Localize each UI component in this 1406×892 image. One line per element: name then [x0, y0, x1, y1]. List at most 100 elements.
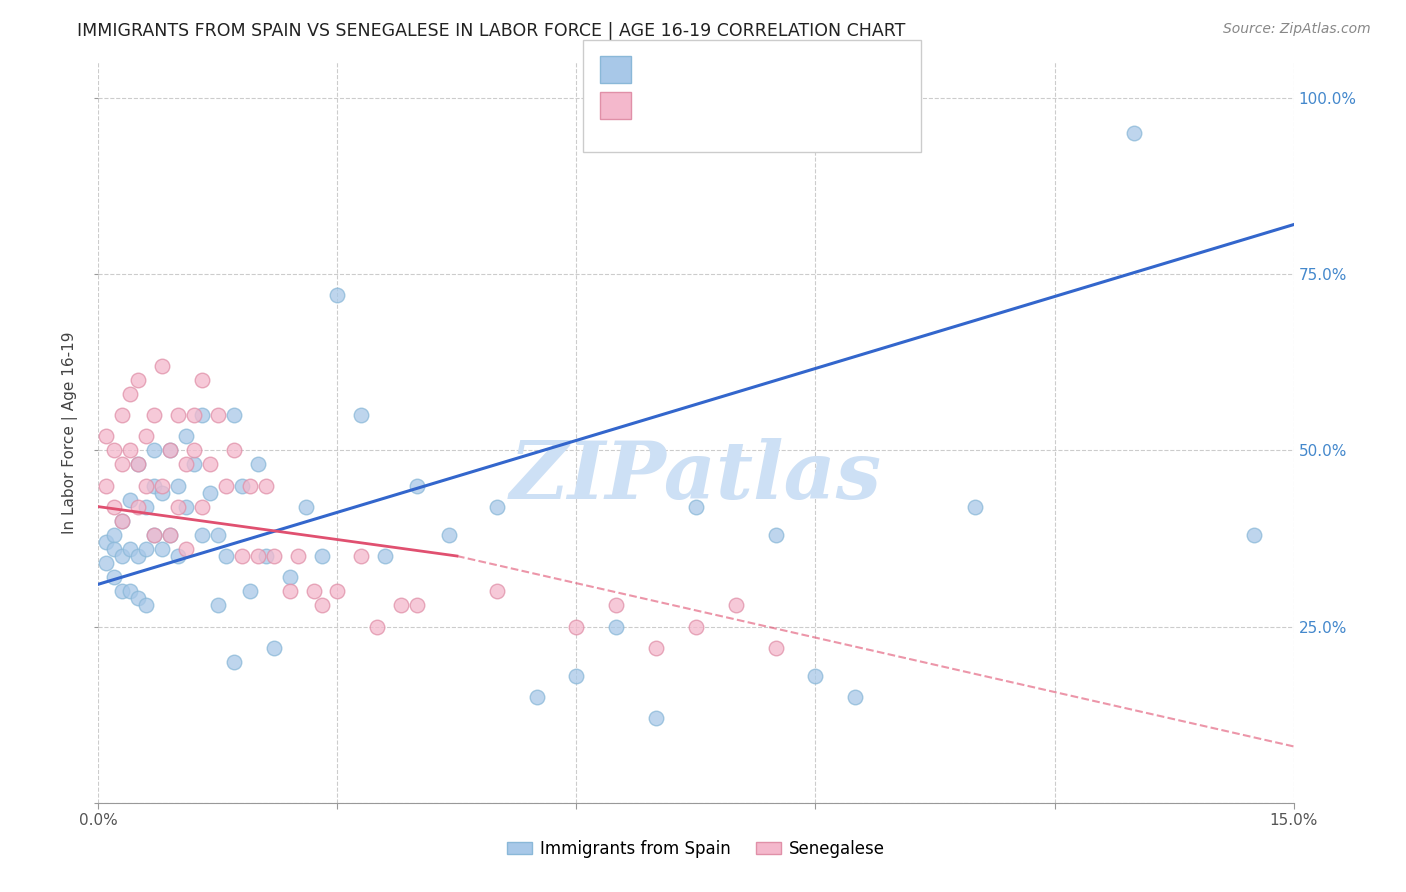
Point: [143, 528, 166, 542]
Point: [215, 478, 238, 492]
Point: [246, 549, 269, 563]
Point: [685, 500, 707, 514]
Point: [437, 528, 460, 542]
Point: [111, 458, 134, 472]
Point: [143, 528, 166, 542]
Point: [605, 619, 627, 633]
Point: [198, 485, 221, 500]
Point: [565, 619, 588, 633]
Point: [963, 500, 986, 514]
Point: [120, 443, 142, 458]
Point: [150, 541, 173, 556]
Point: [183, 458, 205, 472]
Point: [120, 541, 142, 556]
Point: [263, 640, 285, 655]
Point: [143, 478, 166, 492]
Point: [191, 408, 214, 422]
Point: [159, 528, 181, 542]
Point: [159, 443, 181, 458]
Point: [222, 655, 245, 669]
Point: [150, 485, 173, 500]
Point: [167, 478, 190, 492]
Point: [207, 599, 229, 613]
Point: [150, 359, 173, 373]
Point: [326, 584, 349, 599]
Point: [326, 288, 349, 302]
Point: [231, 478, 253, 492]
Point: [350, 549, 373, 563]
Point: [96, 535, 118, 549]
Point: [174, 541, 197, 556]
Point: [215, 549, 238, 563]
Point: [120, 387, 142, 401]
Point: [406, 599, 429, 613]
Point: [135, 500, 157, 514]
Point: [103, 500, 125, 514]
Point: [207, 528, 229, 542]
Text: Source: ZipAtlas.com: Source: ZipAtlas.com: [1223, 22, 1371, 37]
Point: [191, 500, 214, 514]
Point: [239, 584, 262, 599]
Point: [406, 478, 429, 492]
Point: [127, 458, 149, 472]
Point: [127, 591, 149, 606]
Point: [111, 514, 134, 528]
Point: [103, 570, 125, 584]
Point: [96, 478, 118, 492]
Point: [645, 640, 668, 655]
Point: [207, 408, 229, 422]
Point: [366, 619, 388, 633]
Point: [103, 443, 125, 458]
Text: 53: 53: [787, 89, 813, 107]
Text: 62: 62: [787, 54, 813, 71]
Y-axis label: In Labor Force | Age 16-19: In Labor Force | Age 16-19: [62, 331, 79, 534]
Point: [263, 549, 285, 563]
Point: [374, 549, 396, 563]
Point: [311, 549, 333, 563]
Point: [120, 492, 142, 507]
Point: [685, 619, 707, 633]
Text: ZIPatlas: ZIPatlas: [510, 438, 882, 516]
Point: [103, 541, 125, 556]
Text: N =: N =: [731, 54, 783, 71]
Point: [111, 514, 134, 528]
Point: [167, 500, 190, 514]
Point: [96, 556, 118, 570]
Point: [159, 443, 181, 458]
Point: [765, 528, 787, 542]
Point: [127, 373, 149, 387]
Point: [350, 408, 373, 422]
Text: R =: R =: [640, 54, 679, 71]
Point: [96, 429, 118, 443]
Point: [167, 549, 190, 563]
Point: [111, 408, 134, 422]
Point: [565, 669, 588, 683]
Point: [183, 408, 205, 422]
Point: [724, 599, 747, 613]
Point: [804, 669, 827, 683]
Point: [111, 584, 134, 599]
Point: [174, 500, 197, 514]
Point: [103, 528, 125, 542]
Point: [287, 549, 309, 563]
Point: [135, 478, 157, 492]
Point: [485, 500, 508, 514]
Point: [526, 690, 548, 704]
Point: [174, 458, 197, 472]
Point: [311, 599, 333, 613]
Point: [167, 408, 190, 422]
Legend: Immigrants from Spain, Senegalese: Immigrants from Spain, Senegalese: [501, 833, 891, 865]
Point: [159, 528, 181, 542]
Point: [143, 443, 166, 458]
Point: [239, 478, 262, 492]
Point: [222, 443, 245, 458]
Point: [135, 429, 157, 443]
Point: [1123, 126, 1146, 140]
Point: [1243, 528, 1265, 542]
Point: [278, 584, 301, 599]
Point: [294, 500, 316, 514]
Text: IMMIGRANTS FROM SPAIN VS SENEGALESE IN LABOR FORCE | AGE 16-19 CORRELATION CHART: IMMIGRANTS FROM SPAIN VS SENEGALESE IN L…: [77, 22, 905, 40]
Point: [302, 584, 325, 599]
Point: [645, 711, 668, 725]
Point: [135, 599, 157, 613]
